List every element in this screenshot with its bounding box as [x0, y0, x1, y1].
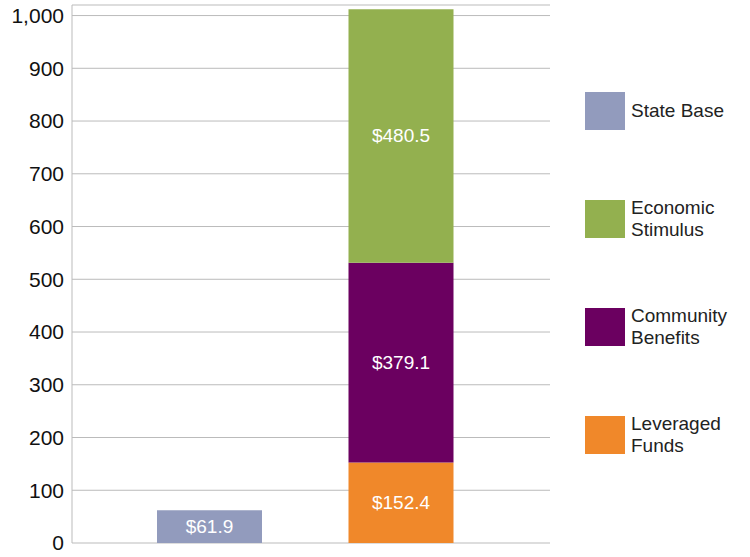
svg-text:$379.1: $379.1: [372, 352, 430, 373]
html-text:Economic Stimulus: Economic Stimulus: [631, 197, 715, 240]
svg-text:800: 800: [29, 109, 64, 132]
svg-text:$61.9: $61.9: [186, 516, 234, 537]
svg-text:$152.4: $152.4: [372, 492, 431, 513]
svg-text:600: 600: [29, 215, 64, 238]
svg-text:900: 900: [29, 57, 64, 80]
svg-text:$480.5: $480.5: [372, 125, 430, 146]
svg-text:300: 300: [29, 373, 64, 396]
html-text:State Base: State Base: [631, 100, 724, 121]
svg-text:1,000: 1,000: [11, 4, 64, 27]
html-text:Community Benefits: Community Benefits: [631, 305, 728, 348]
svg-text:0: 0: [52, 531, 64, 554]
svg-text:400: 400: [29, 320, 64, 343]
svg-text:100: 100: [29, 479, 64, 502]
svg-text:500: 500: [29, 268, 64, 291]
html-text:Leveraged Funds: Leveraged Funds: [631, 413, 721, 456]
svg-text:200: 200: [29, 426, 64, 449]
svg-text:700: 700: [29, 162, 64, 185]
